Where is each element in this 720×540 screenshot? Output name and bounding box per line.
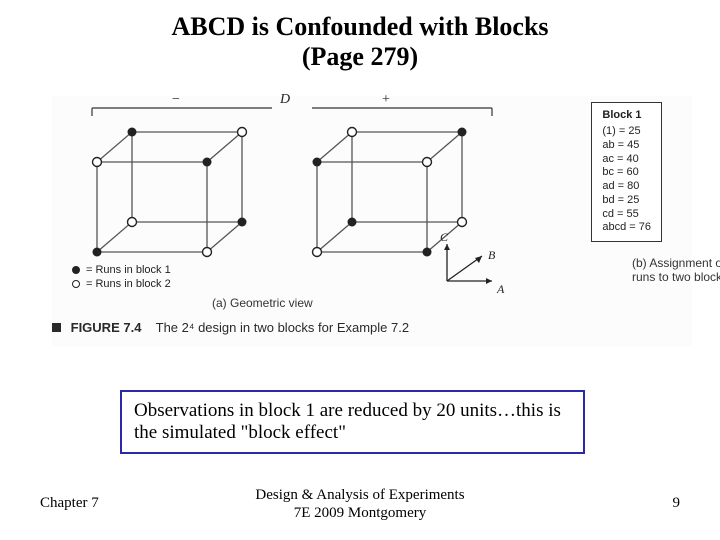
block1-row: ac = 40 — [602, 153, 651, 167]
dot-open-icon — [72, 280, 80, 288]
footer-center-2: 7E 2009 Montgomery — [294, 505, 427, 521]
cube-left — [82, 122, 262, 282]
block1-row: bd = 25 — [602, 194, 651, 208]
observation-box: Observations in block 1 are reduced by 2… — [120, 390, 585, 454]
axis-a-label: A — [497, 282, 504, 297]
cube-legend: = Runs in block 1 = Runs in block 2 — [72, 264, 171, 292]
title-line-2: (Page 279) — [0, 42, 720, 72]
footer-center-1: Design & Analysis of Experiments — [255, 487, 464, 503]
block1-row: cd = 55 — [602, 208, 651, 222]
block1-row: ab = 45 — [602, 139, 651, 153]
figure-region: D − + — [52, 96, 692, 346]
legend-text-1: = Runs in block 1 — [86, 264, 171, 276]
figure-caption-text: The 2⁴ design in two blocks for Example … — [156, 320, 409, 335]
d-minus: − — [172, 92, 180, 108]
block1-box: Block 1 (1) = 25 ab = 45 ac = 40 bc = 60… — [591, 102, 662, 242]
title-line-1: ABCD is Confounded with Blocks — [0, 12, 720, 42]
block1-row: abcd = 76 — [602, 221, 651, 235]
slide-title: ABCD is Confounded with Blocks (Page 279… — [0, 0, 720, 72]
d-label: D — [280, 92, 290, 108]
footer-center: Design & Analysis of Experiments 7E 2009… — [0, 486, 720, 522]
legend-row-block1: = Runs in block 1 — [72, 264, 171, 276]
geometric-view-caption: (a) Geometric view — [212, 296, 313, 310]
block1-title: Block 1 — [602, 109, 651, 121]
figure-number: FIGURE 7.4 — [71, 320, 142, 335]
observation-text: Observations in block 1 are reduced by 2… — [134, 400, 561, 443]
block1-list: (1) = 25 ab = 45 ac = 40 bc = 60 ad = 80… — [602, 125, 651, 235]
legend-row-block2: = Runs in block 2 — [72, 278, 171, 290]
d-axis-bracket — [82, 96, 502, 120]
d-plus: + — [382, 92, 390, 108]
figure-bullet-icon — [52, 323, 61, 332]
assignment-caption: (b) Assignment of runs to two blocks — [632, 256, 720, 284]
legend-text-2: = Runs in block 2 — [86, 278, 171, 290]
block1-row: bc = 60 — [602, 166, 651, 180]
block1-row: ad = 80 — [602, 180, 651, 194]
dot-filled-icon — [72, 266, 80, 274]
axis-b-label: B — [488, 248, 495, 263]
footer-page-number: 9 — [673, 495, 681, 512]
block1-row: (1) = 25 — [602, 125, 651, 139]
figure-caption: FIGURE 7.4 The 2⁴ design in two blocks f… — [52, 320, 409, 335]
axis-c-label: C — [440, 230, 448, 245]
